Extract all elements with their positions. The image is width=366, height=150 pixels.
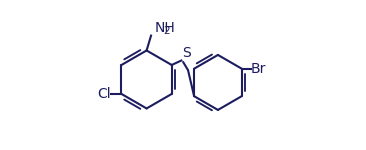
Text: S: S [182, 46, 191, 60]
Text: NH: NH [155, 21, 176, 35]
Text: Cl: Cl [97, 87, 111, 101]
Text: 2: 2 [163, 26, 169, 36]
Text: Br: Br [251, 62, 266, 76]
